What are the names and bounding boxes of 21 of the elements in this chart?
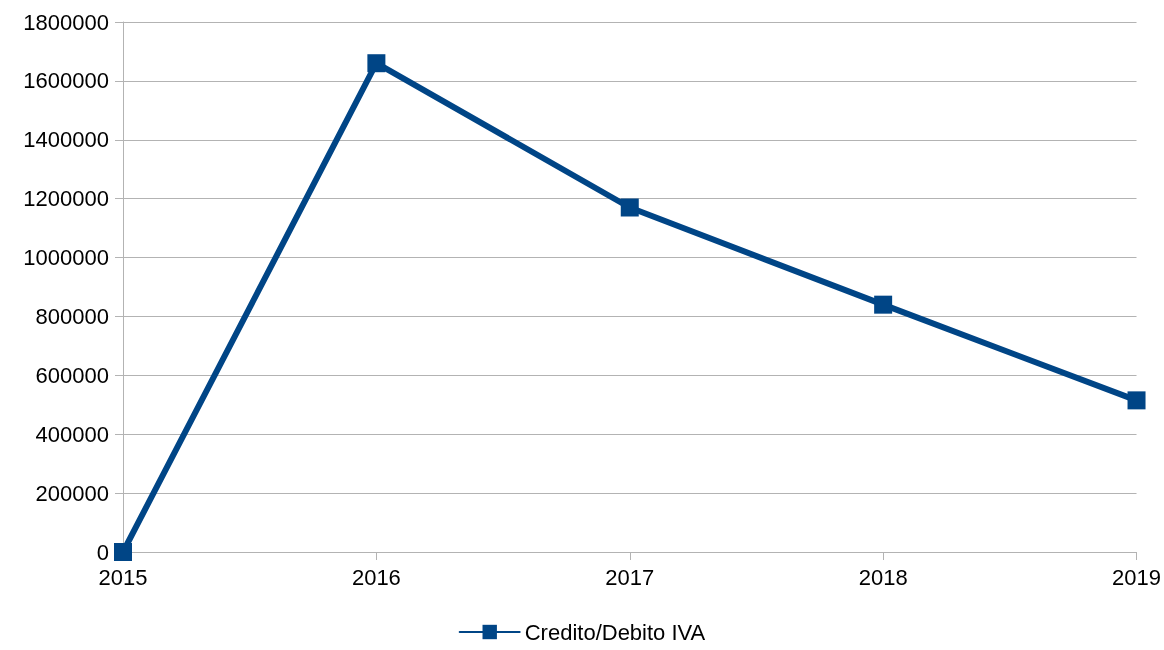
x-tick-label: 2018 bbox=[858, 564, 908, 590]
y-tick-label: 800000 bbox=[35, 303, 109, 329]
point bbox=[1127, 391, 1146, 410]
y-tick-label: 600000 bbox=[35, 362, 109, 388]
y-tick-label: 0 bbox=[96, 539, 109, 565]
x-tick-label: 2015 bbox=[98, 564, 148, 590]
point bbox=[874, 295, 893, 314]
point bbox=[114, 543, 132, 561]
x-tick-label: 2016 bbox=[351, 564, 401, 590]
legend-label: Credito/Debito IVA bbox=[524, 619, 706, 645]
point bbox=[367, 54, 386, 73]
y-tick-label: 400000 bbox=[35, 421, 109, 447]
y-tick-label: 200000 bbox=[35, 480, 109, 506]
y-tick-label: 1200000 bbox=[23, 186, 109, 212]
point bbox=[620, 198, 639, 217]
y-tick-label: 1800000 bbox=[23, 9, 109, 35]
y-tick-label: 1000000 bbox=[23, 245, 109, 271]
x-tick-label: 2017 bbox=[605, 564, 655, 590]
y-tick-label: 1600000 bbox=[23, 68, 109, 94]
x-tick-label: 2019 bbox=[1112, 564, 1162, 590]
y-tick-label: 1400000 bbox=[23, 127, 109, 153]
